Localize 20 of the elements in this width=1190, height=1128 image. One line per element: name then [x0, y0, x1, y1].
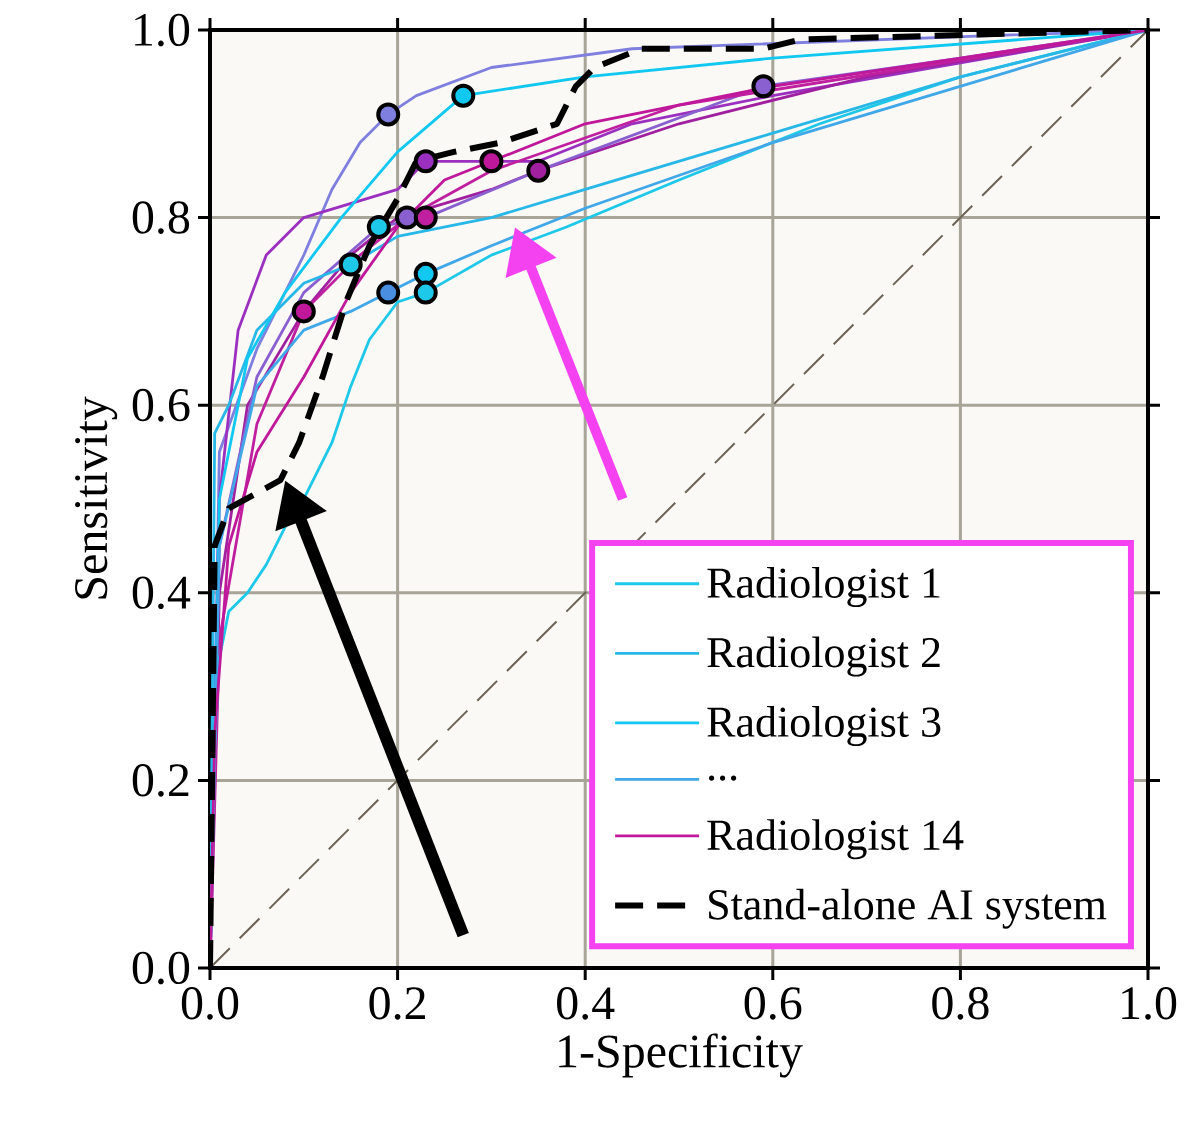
- y-tick-label: 0.6: [132, 388, 190, 422]
- y-tick-label: 0.0: [132, 951, 190, 985]
- legend-label: Radiologist 14: [707, 819, 964, 860]
- x-tick-label: 0.0: [181, 987, 239, 1020]
- y-tick-label: 0.2: [132, 764, 189, 797]
- x-tick-label: 1.0: [1122, 987, 1177, 1020]
- legend-label: ...: [709, 775, 737, 781]
- x-tick-label: 0.2: [369, 987, 425, 1020]
- x-axis-title: 1-Specificity: [559, 1033, 803, 1078]
- x-tick-label: 0.4: [557, 987, 615, 1020]
- legend-label: Radiologist 1: [707, 567, 940, 608]
- legend-label: Radiologist 3: [707, 706, 941, 747]
- y-tick-label: 1.0: [135, 13, 190, 47]
- legend-label: Stand-alone AI system: [709, 888, 1107, 929]
- y-tick-label: 0.4: [132, 576, 191, 610]
- x-tick-label: 0.6: [744, 987, 802, 1020]
- x-tick-label: 0.8: [932, 987, 989, 1020]
- legend-label: Radiologist 2: [707, 636, 940, 677]
- y-tick-label: 0.8: [132, 201, 190, 234]
- y-axis-title: Sensitivity: [75, 396, 118, 599]
